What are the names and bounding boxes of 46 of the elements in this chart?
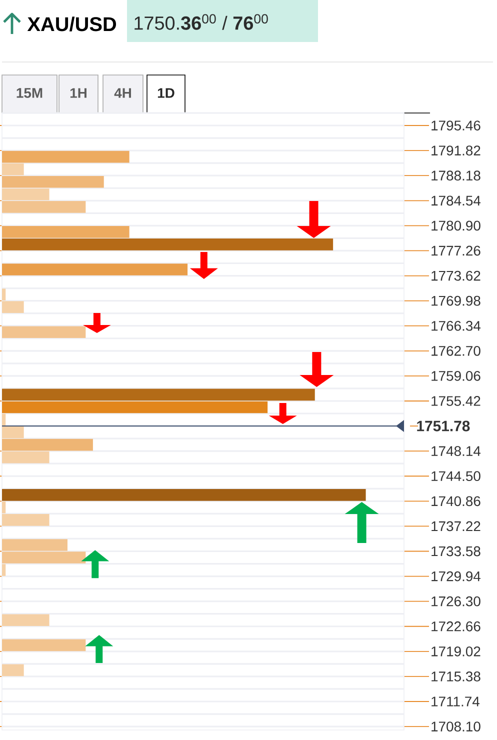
text: 15M <box>16 88 42 98</box>
y-tick-label: 1711.74 <box>432 696 480 706</box>
y-tick-label: 1719.02 <box>432 646 480 656</box>
y-tick-label: 1722.66 <box>432 621 480 632</box>
y-tick-label: 1748.14 <box>432 446 481 456</box>
y-tick-label: 1769.98 <box>432 296 480 306</box>
bar <box>2 488 366 501</box>
bar <box>2 238 334 250</box>
y-tick-label: 1766.34 <box>432 320 481 331</box>
bar <box>2 614 50 626</box>
y-tick-label: 1708.10 <box>432 722 480 732</box>
y-tick-label: 1737.22 <box>432 521 480 532</box>
bar <box>2 163 24 176</box>
text: 1D <box>158 88 174 98</box>
chart-subtitle: 1750.36$^{00}$ / 76$^{00}$ <box>134 14 268 30</box>
bar <box>2 451 50 464</box>
y-tick-label: 1726.30 <box>432 596 480 606</box>
y-tick-label: 1788.18 <box>432 170 480 181</box>
y-tick-label: 1744.50 <box>432 471 480 482</box>
y-tick-label: 1729.94 <box>432 571 481 582</box>
bar <box>2 176 104 188</box>
y-tick-label: 1740.86 <box>432 496 480 506</box>
y-tick-label: 1784.54 <box>432 196 481 206</box>
bar <box>2 188 50 200</box>
bar <box>2 226 130 238</box>
bar <box>2 438 93 451</box>
text: 1H <box>70 88 86 98</box>
y-tick-label: 1780.90 <box>432 220 480 231</box>
bar <box>2 264 188 276</box>
y-tick-label: 1755.42 <box>432 396 480 406</box>
bar <box>2 388 315 401</box>
y-tick-label: 1773.62 <box>432 270 480 281</box>
ref-line-label: 1751.78 <box>417 420 470 432</box>
y-tick-label: 1791.82 <box>432 146 480 156</box>
bar <box>2 150 130 163</box>
y-tick-label: 1795.46 <box>432 120 480 130</box>
y-tick-label: 1715.38 <box>432 672 480 682</box>
y-tick-label: 1777.26 <box>432 246 480 256</box>
text: 4H <box>114 88 131 98</box>
bar <box>2 200 86 213</box>
bar <box>2 664 24 676</box>
y-tick-label: 1733.58 <box>432 546 480 556</box>
y-tick-label: 1759.06 <box>432 370 480 381</box>
y-tick-label: 1762.70 <box>432 346 480 356</box>
bar <box>2 564 6 576</box>
chart-title: XAU/USD <box>27 16 116 32</box>
